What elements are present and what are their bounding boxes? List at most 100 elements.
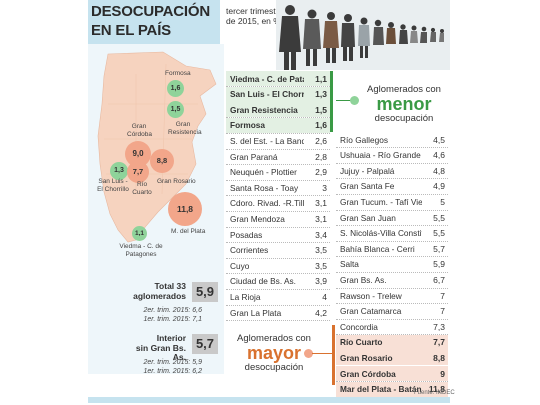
row-value: 6,7 (433, 274, 445, 285)
row-value: 5,9 (433, 259, 445, 270)
table-row: Cuyo 3,5 (226, 258, 330, 273)
interior-prev2-label: 1er. trim. 2015: (143, 368, 191, 375)
map-label-rio-cuarto: Río Cuarto (132, 181, 152, 196)
bubble-viedma: 1,1 (132, 226, 147, 241)
table-row: Río Gallegos 4,5 (336, 132, 448, 147)
row-separator (336, 287, 448, 289)
total-prev2-value: 7,1 (192, 316, 202, 323)
mayor-pre: Aglomerados con (237, 333, 311, 344)
row-name: Jujuy - Palpalá (340, 165, 395, 176)
map-label-san-luis: San Luis - El Chorrillo (97, 178, 129, 193)
table-row: Gran Rosario 8,8 (336, 350, 448, 366)
interior-prev1-value: 5,9 (192, 359, 202, 366)
row-separator (226, 320, 330, 322)
row-name: Gran Mendoza (230, 213, 285, 224)
map-label-gran-resistencia: Gran Resistencia (168, 121, 202, 136)
row-separator (336, 256, 448, 258)
row-separator (226, 242, 330, 244)
bubble-gran-resistencia: 1,5 (167, 101, 184, 118)
row-value: 7,7 (433, 337, 445, 348)
table-row: San Luis - El Chorrillo 1,3 (226, 86, 330, 102)
row-name: Gran Paraná (230, 151, 278, 162)
row-name: Ciudad de Bs. As. (230, 276, 296, 287)
row-name: Gran Santa Fe (340, 181, 395, 192)
row-value: 5,5 (433, 228, 445, 239)
menor-dot (350, 96, 359, 105)
row-name: San Luis - El Chorrillo (230, 89, 304, 100)
table-row: Gran Córdoba 9 (336, 366, 448, 381)
interior-prev1: 2er. trim. 2015: 5,9 (132, 359, 202, 366)
mayor-callout: Aglomerados con mayor desocupación (228, 333, 320, 373)
row-value: 7 (440, 306, 445, 317)
map-label-viedma: Viedma - C. de Patagones (119, 243, 163, 258)
row-name: Gran Tucum. - Tafí Viejo (340, 196, 422, 207)
row-value: 3,1 (315, 213, 327, 224)
table-row: S. del Est. - La Banda 2,6 (226, 133, 330, 148)
row-separator (226, 132, 330, 134)
row-value: 2,6 (315, 135, 327, 146)
table-row: Gran Tucum. - Tafí Viejo 5 (336, 194, 448, 209)
mayor-dot (304, 349, 313, 358)
low-group-bar (330, 71, 333, 132)
bottom-bar (88, 397, 450, 403)
row-separator (336, 303, 448, 305)
bubble-formosa: 1,6 (167, 80, 184, 97)
row-name: Formosa (230, 120, 266, 131)
menor-big: menor (376, 94, 432, 114)
row-value: 4,5 (433, 134, 445, 145)
table-row: Río Cuarto 7,7 (336, 334, 448, 350)
row-name: Cdoro. Rivad. -R.Tilly (230, 198, 304, 209)
row-value: 7,3 (433, 321, 445, 332)
subtitle: tercer trimestre de 2015, en % (226, 6, 284, 26)
row-name: S. Nicolás-Villa Constit. (340, 228, 422, 239)
table-row: Gran Bs. As. 6,7 (336, 272, 448, 287)
row-name: Río Gallegos (340, 134, 388, 145)
mayor-connector (312, 353, 332, 354)
row-value: 7 (440, 290, 445, 301)
row-separator (226, 288, 330, 290)
row-separator (226, 179, 330, 181)
table-row: S. Nicolás-Villa Constit. 5,5 (336, 226, 448, 241)
row-value: 1,6 (315, 120, 327, 131)
row-name: Gran Rosario (340, 352, 393, 363)
row-value: 5,7 (433, 243, 445, 254)
row-value: 5 (440, 196, 445, 207)
high-group-bar (332, 325, 335, 385)
table-row: Ushuaia - Río Grande 4,6 (336, 148, 448, 163)
bubble-mar-del-plata: 11,8 (168, 192, 202, 226)
table-row: Gran Mendoza 3,1 (226, 211, 330, 226)
table-row: Gran Resistencia 1,5 (226, 102, 330, 118)
total-value: 5,9 (192, 282, 218, 302)
total-prev1: 2er. trim. 2015: 6,6 (132, 307, 202, 314)
total-prev2: 1er. trim. 2015: 7,1 (132, 316, 202, 323)
map-label-mar-del-plata: M. del Plata (171, 228, 206, 235)
interior-prev2-value: 6,2 (192, 368, 202, 375)
row-name: Rawson - Trelew (340, 290, 402, 301)
row-separator (336, 225, 448, 227)
row-separator (336, 162, 448, 164)
mayor-big: mayor (246, 343, 302, 363)
total-prev2-label: 1er. trim. 2015: (143, 316, 191, 323)
table-row: Santa Rosa - Toay 3 (226, 180, 330, 195)
menor-callout: Aglomerados con menor desocupación (358, 84, 450, 124)
row-separator (226, 226, 330, 228)
map-label-gran-cordoba: Gran Córdoba (127, 123, 152, 138)
table-row: Bahía Blanca - Cerri 5,7 (336, 241, 448, 256)
row-name: Gran Catamarca (340, 306, 402, 317)
row-name: Viedma - C. de Patag. (230, 73, 304, 84)
row-value: 4,2 (315, 307, 327, 318)
row-name: Mar del Plata - Batán (340, 384, 422, 395)
row-name: Gran San Juan (340, 212, 396, 223)
row-separator (226, 210, 330, 212)
row-value: 4,9 (433, 181, 445, 192)
source-note: Fuente: INDEC (414, 390, 455, 396)
row-separator (336, 318, 448, 320)
row-separator (336, 193, 448, 195)
title-box: DESOCUPACIÓN EN EL PAÍS (88, 0, 220, 44)
menor-pre: Aglomerados con (367, 84, 441, 95)
table-row: Gran Santa Fe 4,9 (336, 179, 448, 194)
interior-label: Interior sin Gran Bs. As. (122, 333, 186, 363)
table-row: Viedma - C. de Patag. 1,1 (226, 71, 330, 86)
row-separator (226, 304, 330, 306)
